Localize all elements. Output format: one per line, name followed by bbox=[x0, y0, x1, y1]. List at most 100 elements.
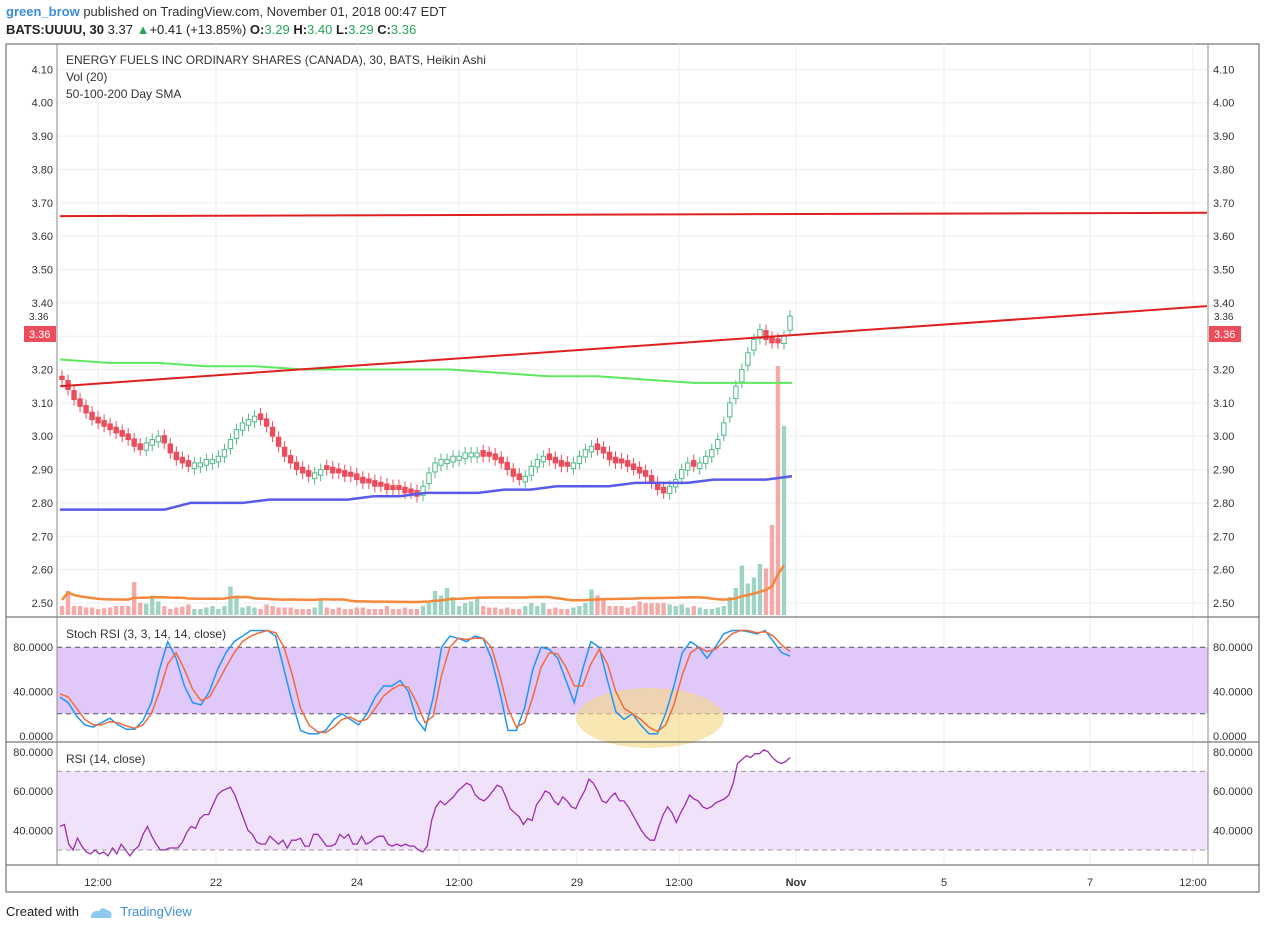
y-tick-label-left: 3.70 bbox=[32, 198, 53, 210]
candle-body bbox=[516, 473, 522, 481]
price-pane[interactable] bbox=[59, 211, 1208, 615]
tradingview-logo-icon bbox=[90, 907, 112, 918]
candle-body bbox=[239, 422, 246, 431]
candle-body bbox=[173, 451, 180, 461]
volume-bar bbox=[390, 609, 396, 615]
volume-bar bbox=[745, 583, 751, 615]
volume-bar bbox=[763, 568, 769, 615]
publish-line: green_brow published on TradingView.com,… bbox=[6, 4, 447, 19]
candle-body bbox=[570, 462, 577, 470]
volume-bar bbox=[396, 609, 402, 615]
volume-bar bbox=[234, 595, 239, 615]
x-tick-label: 12:00 bbox=[445, 877, 473, 889]
last-price: 3.37 bbox=[107, 22, 133, 37]
volume-bar bbox=[601, 598, 606, 615]
created-with: Created with bbox=[6, 904, 79, 919]
rsi-line bbox=[59, 749, 791, 857]
candle-body bbox=[77, 398, 83, 407]
x-tick-label: 12:00 bbox=[1179, 877, 1207, 889]
footer: Created with TradingView bbox=[6, 904, 192, 920]
stoch-tick-left: 40.0000 bbox=[13, 687, 53, 699]
volume-ma-line bbox=[61, 564, 786, 604]
symbol-line: BATS:UUUU, 30 3.37 ▲+0.41 (+13.85%) O:3.… bbox=[6, 22, 416, 37]
volume-bar bbox=[252, 607, 257, 615]
candle-body bbox=[498, 456, 504, 464]
volume-bar bbox=[691, 606, 696, 615]
candle-body bbox=[221, 449, 228, 458]
x-tick-label: 29 bbox=[571, 877, 583, 889]
volume-bar bbox=[312, 607, 317, 615]
candle-body bbox=[402, 486, 408, 494]
volume-bar bbox=[384, 606, 390, 615]
candle-body bbox=[733, 385, 739, 400]
volume-bar bbox=[492, 607, 498, 615]
candle-body bbox=[215, 455, 222, 463]
candle-body bbox=[101, 420, 107, 427]
candle-body bbox=[642, 470, 649, 477]
rsi-tick-left: 60.0000 bbox=[13, 786, 53, 798]
volume-bar bbox=[529, 603, 534, 615]
volume-bar bbox=[739, 565, 745, 615]
stoch-d-line bbox=[59, 629, 791, 734]
volume-bar bbox=[354, 607, 360, 615]
volume-bar bbox=[565, 609, 570, 615]
volume-bar bbox=[661, 603, 666, 615]
candle-body bbox=[420, 485, 426, 496]
y-tick-label-right: 3.40 bbox=[1213, 298, 1234, 310]
candle-body bbox=[390, 485, 396, 491]
candle-body bbox=[636, 466, 643, 474]
candle-body bbox=[137, 443, 143, 451]
volume-bar bbox=[174, 607, 179, 615]
candle-body bbox=[745, 352, 751, 366]
volume-bar bbox=[402, 607, 408, 615]
volume-bar bbox=[246, 606, 251, 615]
volume-bar bbox=[775, 366, 781, 615]
candle-body bbox=[71, 390, 77, 401]
stoch-rsi-pane[interactable] bbox=[59, 629, 791, 749]
volume-bar bbox=[192, 609, 197, 615]
candle-body bbox=[293, 461, 300, 471]
x-tick-label: 12:00 bbox=[84, 877, 112, 889]
candle-body bbox=[480, 450, 486, 457]
candle-body bbox=[372, 480, 378, 487]
y-tick-label-left: 3.50 bbox=[32, 264, 53, 276]
chart-canvas[interactable]: 12:00 22 24 12:00 29 12:00 Nov 5 7 12:00 4.10 4.10 4… bbox=[0, 0, 1266, 900]
candle-body bbox=[600, 446, 607, 454]
candle-body bbox=[558, 460, 565, 467]
candle-body bbox=[787, 315, 793, 331]
candle-body bbox=[715, 439, 721, 450]
candle-body bbox=[281, 446, 288, 457]
volume-bar bbox=[432, 591, 438, 615]
volume-bar bbox=[595, 595, 600, 615]
author-link[interactable]: green_brow bbox=[6, 4, 80, 19]
candle-body bbox=[318, 469, 324, 476]
rsi-pane[interactable] bbox=[59, 749, 791, 857]
candle-body bbox=[594, 443, 601, 451]
candle-body bbox=[263, 418, 270, 427]
rsi-band bbox=[57, 771, 1208, 850]
volume-bar bbox=[414, 609, 420, 615]
volume-bar bbox=[77, 606, 83, 615]
volume-bar bbox=[649, 603, 654, 615]
candle-body bbox=[330, 466, 336, 474]
stoch-tick-right: 0.0000 bbox=[1213, 731, 1247, 743]
price-badge-right bbox=[1209, 326, 1241, 342]
volume-bar bbox=[499, 609, 504, 615]
volume-bar bbox=[360, 607, 366, 615]
volume-bar bbox=[685, 607, 690, 615]
candle-body bbox=[227, 439, 234, 450]
candle-body bbox=[588, 445, 595, 453]
volume-bar bbox=[781, 426, 787, 615]
y-tick-label-left: 3.90 bbox=[32, 131, 53, 143]
candle-body bbox=[474, 452, 480, 458]
stoch-tick-right: 40.0000 bbox=[1213, 687, 1253, 699]
y-tick-label-right: 2.80 bbox=[1213, 498, 1234, 510]
y-tick-label-left: 4.10 bbox=[32, 64, 53, 76]
volume-bar bbox=[625, 607, 630, 615]
tradingview-link[interactable]: TradingView bbox=[120, 904, 192, 919]
candle-body bbox=[739, 369, 745, 383]
volume-bar bbox=[59, 606, 65, 615]
published-text: published on TradingView.com, November 0… bbox=[83, 4, 447, 19]
stoch-tick-left: 0.0000 bbox=[19, 731, 53, 743]
change: +0.41 (+13.85%) bbox=[149, 22, 247, 37]
